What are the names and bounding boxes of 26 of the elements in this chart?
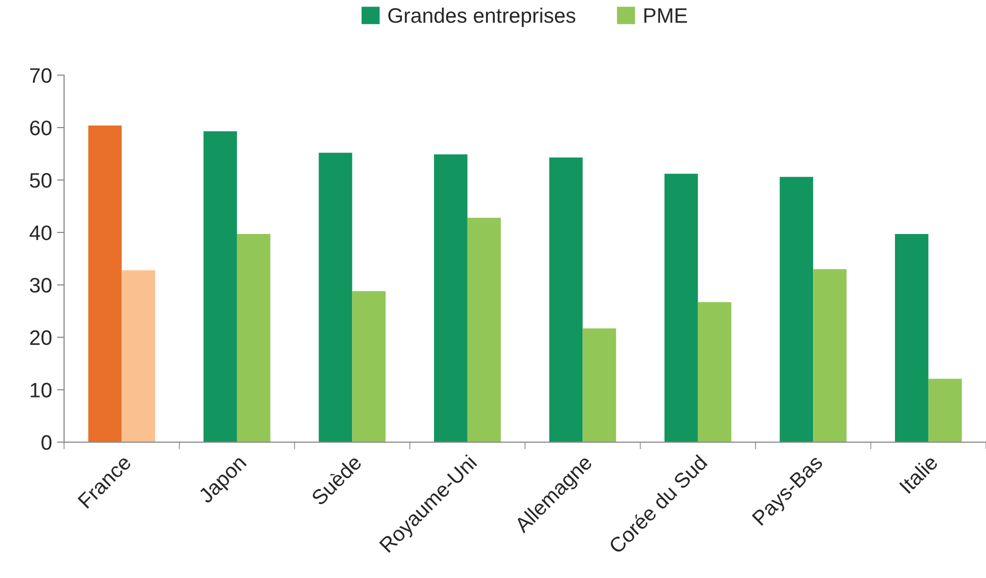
- y-tick-label: 70: [30, 68, 52, 83]
- legend-label: PME: [644, 8, 687, 23]
- y-tick-label: 10: [30, 382, 52, 398]
- y-tick-label: 30: [30, 278, 52, 293]
- bar: [88, 125, 122, 442]
- bar: [549, 157, 583, 442]
- legend-label: Grandes entreprises: [388, 8, 576, 28]
- bar: [434, 154, 468, 442]
- bar: [582, 328, 616, 442]
- bar: [318, 152, 352, 442]
- bar: [352, 291, 386, 442]
- bar: [664, 174, 698, 442]
- bar: [813, 269, 847, 442]
- bar: [780, 176, 814, 442]
- bar: [467, 218, 501, 442]
- bar: [928, 378, 962, 442]
- bar: [122, 270, 156, 442]
- bar: [698, 302, 732, 442]
- y-tick-label: 40: [30, 225, 52, 240]
- bar: [204, 131, 237, 442]
- y-tick-label: 60: [30, 120, 52, 136]
- bar: [236, 234, 270, 442]
- y-tick-label: 20: [30, 330, 52, 346]
- bar: [894, 234, 928, 442]
- y-tick-label: 0: [42, 435, 52, 450]
- y-tick-label: 50: [30, 173, 52, 188]
